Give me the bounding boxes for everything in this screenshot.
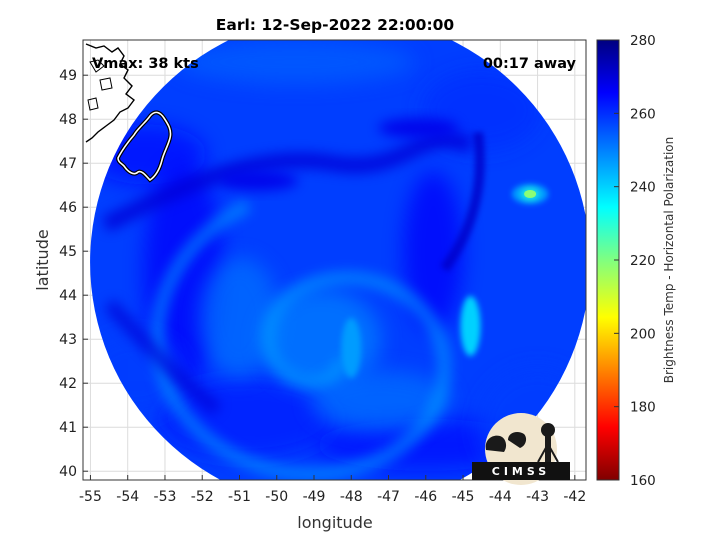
y-tick-label: 42 [59, 376, 77, 392]
x-tick-label: -54 [116, 489, 139, 505]
cold-band [440, 131, 485, 272]
swath-feature-cold-band [218, 170, 299, 191]
hot-spot-core [524, 190, 537, 198]
axes-box [82, 39, 587, 481]
swath-feature-cold-band [378, 118, 459, 138]
logo-banner [472, 462, 570, 480]
colorbar-tick-label: 260 [630, 106, 656, 122]
x-tick-label: -46 [414, 489, 437, 505]
swath-feature-warm-band [341, 318, 362, 378]
colorbar-tick-label: 180 [630, 400, 656, 416]
y-tick-label: 46 [59, 200, 77, 216]
colorbar-tick-label: 240 [630, 180, 656, 196]
x-tick-label: -44 [489, 489, 512, 505]
x-tick-label: -49 [303, 489, 326, 505]
y-tick-label: 48 [59, 112, 77, 128]
swath-texture [403, 171, 464, 332]
y-tick-label: 47 [59, 156, 77, 172]
x-axis-label: longitude [297, 513, 372, 532]
coastline [85, 43, 173, 183]
x-tick-label: -45 [452, 489, 475, 505]
satellite-dish-icon [485, 432, 527, 452]
x-tick-label: -55 [79, 489, 102, 505]
y-tick-label: 49 [59, 68, 77, 84]
x-tick-label: -47 [377, 489, 400, 505]
logo-text: CIMSS [492, 465, 550, 478]
y-ticks: 40 41 42 43 44 45 46 47 48 49 [59, 68, 88, 480]
time-away-annotation: 00:17 away [483, 56, 577, 72]
y-tick-label: 44 [59, 288, 77, 304]
colorbar-tick-label: 200 [630, 326, 656, 342]
y-tick-label: 45 [59, 244, 77, 260]
colorbar-label: Brightness Temp - Horizontal Polarizatio… [662, 137, 676, 384]
y-tick-label: 43 [59, 332, 77, 348]
colorbar-ticks: 160 180 200 220 240 260 280 [614, 33, 656, 489]
tower-icon [545, 432, 551, 462]
vmax-annotation: Vmax: 38 kts [92, 56, 199, 72]
spiral-band [150, 198, 452, 480]
y-axis-label: latitude [33, 229, 52, 290]
x-ticks: -55 -54 -53 -52 -51 -50 -49 -48 -47 -46 -45 -44 -43-… [79, 475, 586, 505]
y-tick-label: 41 [59, 420, 77, 436]
colorbar-tick-label: 220 [630, 253, 656, 269]
colorbar-tick-label: 280 [630, 33, 656, 49]
y-tick-label: 40 [59, 464, 77, 480]
x-tick-label: -52 [191, 489, 214, 505]
x-tick-label: -48 [340, 489, 363, 505]
cold-band [101, 132, 474, 232]
cimss-logo: CIMSS [472, 413, 570, 485]
colorbar: 160 180 200 220 240 260 280 Brightness Temp - … [596, 33, 676, 489]
x-tick-label: -43 [526, 489, 549, 505]
x-tick-label: -51 [228, 489, 251, 505]
x-tick-label: -42 [563, 489, 586, 505]
x-tick-label: -53 [154, 489, 177, 505]
cold-band [104, 299, 222, 416]
colorbar-tick-label: 160 [630, 473, 656, 489]
chart-title: Earl: 12-Sep-2022 22:00:00 [216, 16, 455, 34]
swath-feature-warm-band [460, 296, 481, 356]
swath-texture [311, 370, 452, 431]
swath-texture [175, 40, 416, 84]
x-tick-label: -50 [265, 489, 288, 505]
swath-texture [199, 257, 280, 378]
labrador-coast [85, 43, 135, 143]
